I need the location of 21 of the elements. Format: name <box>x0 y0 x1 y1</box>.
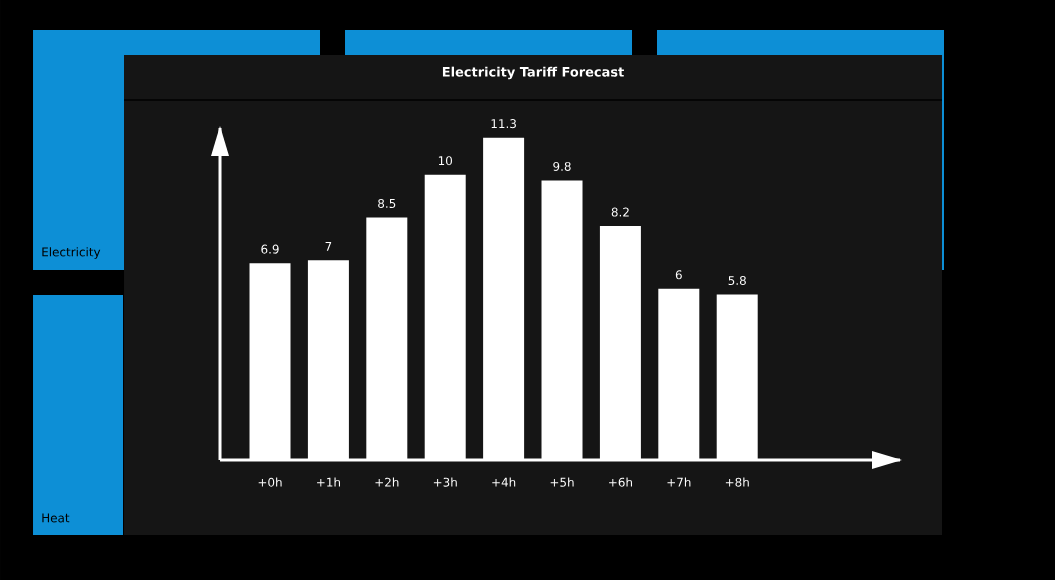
data-label: 8.5 <box>378 198 396 209</box>
x-tick-label: +0h <box>258 477 282 487</box>
data-label: 11.3 <box>491 119 516 129</box>
x-tick-label: +1h <box>317 477 340 487</box>
data-label: 7 <box>325 242 332 251</box>
data-label: 5.8 <box>728 275 746 286</box>
x-tick-label: +5h <box>550 477 574 487</box>
x-tick-label: +6h <box>609 477 632 487</box>
data-label: 9.8 <box>553 161 571 171</box>
text: Heat <box>42 513 70 523</box>
x-tick-label: +2h <box>375 477 399 487</box>
data-label: 6.9 <box>261 244 279 254</box>
text: Electricity <box>42 247 101 259</box>
x-tick-label: +8h <box>725 477 749 487</box>
x-tick-label: +4h <box>492 477 516 487</box>
data-label: 8.2 <box>611 207 629 217</box>
chart-title: Electricity Tariff Forecast <box>442 66 624 80</box>
data-label: 10 <box>438 156 453 166</box>
x-tick-label: +7h <box>667 477 691 487</box>
data-label: 6 <box>675 270 682 280</box>
x-tick-label: +3h <box>433 477 457 487</box>
